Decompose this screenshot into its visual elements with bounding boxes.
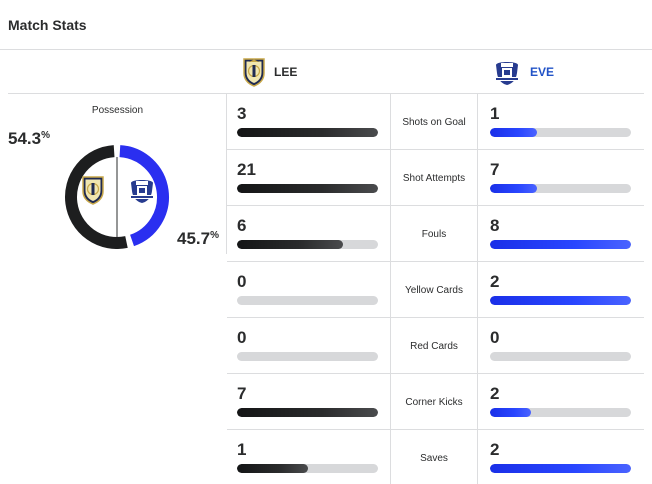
stat-bar-fill-eve — [490, 464, 631, 473]
stat-bar-eve — [490, 352, 631, 361]
stat-value-eve: 7 — [490, 160, 500, 179]
stat-cell-lee: 0 — [227, 318, 391, 374]
stat-row: 6 Fouls 8 — [227, 206, 644, 262]
possession-arc-lee — [65, 145, 128, 249]
stat-bar-eve — [490, 464, 631, 473]
stat-bar-eve — [490, 128, 631, 137]
stat-cell-lee: 0 — [227, 262, 391, 318]
leeds-crest-icon — [82, 176, 104, 205]
stats-grid: 3 Shots on Goal 1 21 Shot Attempts 7 6 Fouls 8 0 Y… — [227, 94, 644, 484]
stat-bar-eve — [490, 296, 631, 305]
stat-row: 1 Saves 2 — [227, 430, 644, 484]
stat-value-lee: 6 — [237, 216, 247, 235]
stat-cell-lee: 21 — [227, 150, 391, 206]
teams-header: LEE EVE — [8, 50, 644, 94]
leeds-crest-icon — [243, 58, 265, 87]
stat-bar-fill-lee — [237, 464, 308, 473]
stat-row: 0 Yellow Cards 2 — [227, 262, 644, 318]
stat-cell-eve: 2 — [478, 262, 644, 318]
stat-label: Saves — [391, 430, 478, 484]
stat-bar-eve — [490, 408, 631, 417]
stat-cell-lee: 1 — [227, 430, 391, 484]
team-abbr-lee: LEE — [274, 65, 298, 79]
stat-bar-eve — [490, 184, 631, 193]
stat-bar-fill-eve — [490, 408, 531, 417]
stat-bar-lee — [237, 184, 378, 193]
stat-cell-eve: 7 — [478, 150, 644, 206]
stat-cell-eve: 0 — [478, 318, 644, 374]
stat-label: Corner Kicks — [391, 374, 478, 430]
stat-bar-fill-lee — [237, 128, 378, 137]
possession-unit-lee: % — [41, 130, 50, 141]
page-title: Match Stats — [8, 17, 87, 33]
stat-bar-fill-eve — [490, 128, 537, 137]
stat-value-lee: 1 — [237, 440, 247, 459]
stat-bar-fill-lee — [237, 408, 378, 417]
stat-value-eve: 1 — [490, 104, 500, 123]
team-abbr-eve: EVE — [530, 65, 555, 79]
everton-crest-icon — [130, 180, 154, 203]
stat-value-eve: 0 — [490, 328, 500, 347]
possession-panel: Possession 54.3% 45.7% — [8, 94, 227, 254]
stat-cell-eve: 2 — [478, 374, 644, 430]
title-divider — [0, 49, 652, 50]
stat-label: Shot Attempts — [391, 150, 478, 206]
possession-arc-eve — [119, 145, 169, 247]
team-header-lee[interactable]: LEE — [242, 57, 297, 87]
stat-label: Fouls — [391, 206, 478, 262]
stat-bar-fill-eve — [490, 184, 537, 193]
stat-bar-lee — [237, 296, 378, 305]
stat-cell-lee: 3 — [227, 94, 391, 150]
stat-value-lee: 21 — [237, 160, 256, 179]
stat-cell-lee: 7 — [227, 374, 391, 430]
stat-bar-lee — [237, 464, 378, 473]
stat-value-lee: 0 — [237, 272, 247, 291]
stat-bar-lee — [237, 128, 378, 137]
stat-row: 3 Shots on Goal 1 — [227, 94, 644, 150]
stat-bar-fill-eve — [490, 296, 631, 305]
everton-crest-icon — [495, 62, 519, 85]
stat-value-lee: 3 — [237, 104, 247, 123]
stat-value-lee: 7 — [237, 384, 247, 403]
stat-value-eve: 2 — [490, 440, 500, 459]
stat-cell-eve: 8 — [478, 206, 644, 262]
possession-unit-eve: % — [210, 230, 219, 241]
stat-label: Shots on Goal — [391, 94, 478, 150]
stat-bar-fill-lee — [237, 240, 343, 249]
stat-row: 0 Red Cards 0 — [227, 318, 644, 374]
team-header-eve[interactable]: EVE — [492, 57, 554, 87]
stat-label: Yellow Cards — [391, 262, 478, 318]
stat-bar-fill-lee — [237, 184, 378, 193]
stat-bar-eve — [490, 240, 631, 249]
stat-cell-eve: 2 — [478, 430, 644, 484]
stat-bar-lee — [237, 408, 378, 417]
stat-value-lee: 0 — [237, 328, 247, 347]
possession-donut — [65, 145, 169, 249]
stat-bar-fill-eve — [490, 240, 631, 249]
possession-value-eve: 45.7% — [177, 229, 219, 249]
possession-value-lee: 54.3% — [8, 129, 50, 149]
possession-number-lee: 54.3 — [8, 129, 42, 148]
stat-row: 21 Shot Attempts 7 — [227, 150, 644, 206]
possession-label: Possession — [91, 105, 144, 116]
stat-bar-lee — [237, 352, 378, 361]
stat-cell-lee: 6 — [227, 206, 391, 262]
stat-value-eve: 8 — [490, 216, 500, 235]
stat-row: 7 Corner Kicks 2 — [227, 374, 644, 430]
stat-label: Red Cards — [391, 318, 478, 374]
possession-number-eve: 45.7 — [177, 229, 211, 248]
stat-value-eve: 2 — [490, 384, 500, 403]
stat-bar-lee — [237, 240, 378, 249]
stat-cell-eve: 1 — [478, 94, 644, 150]
stat-value-eve: 2 — [490, 272, 500, 291]
